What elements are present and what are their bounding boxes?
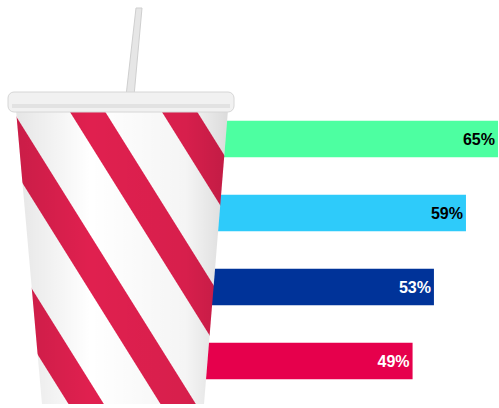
svg-text:65%: 65% [463,131,495,148]
svg-text:59%: 59% [431,205,463,222]
svg-text:53%: 53% [399,279,431,296]
svg-text:49%: 49% [378,353,410,370]
